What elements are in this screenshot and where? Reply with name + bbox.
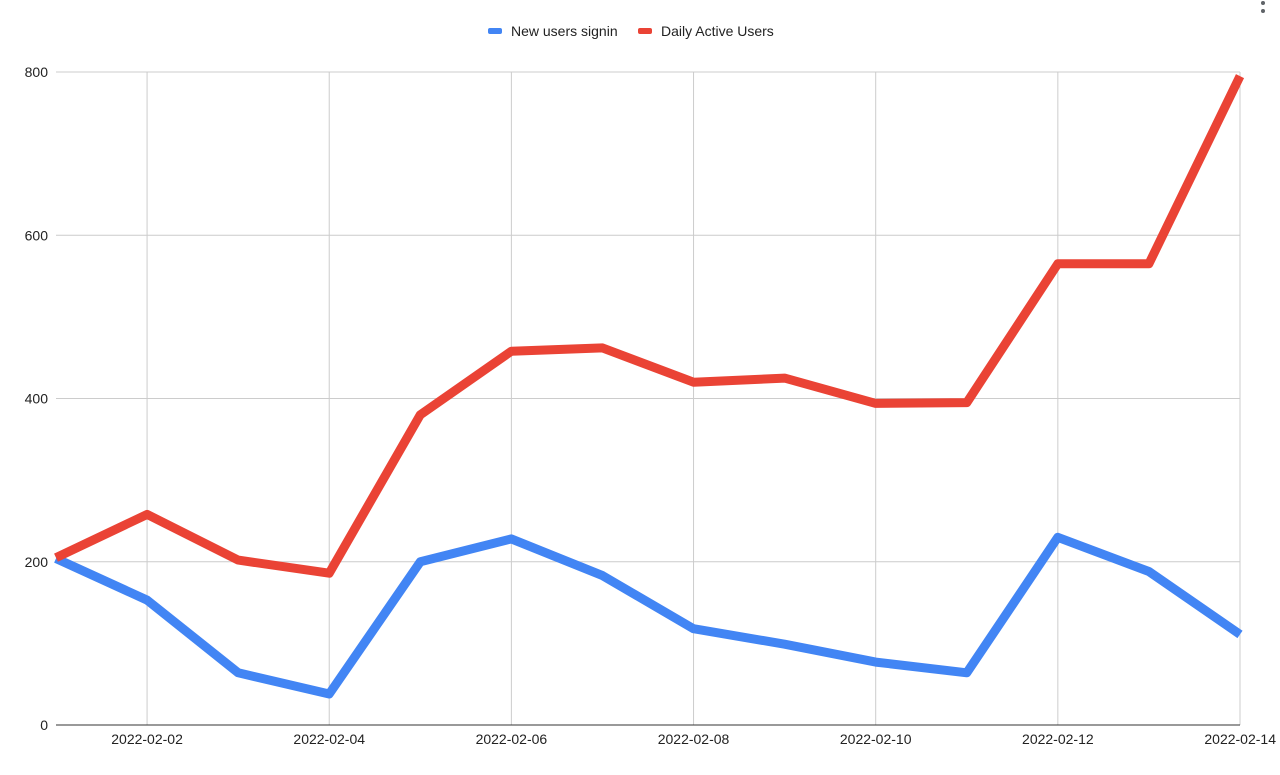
y-tick-label: 200 <box>25 554 49 570</box>
data-point[interactable] <box>871 399 880 408</box>
series-line-daily-active-users[interactable] <box>54 74 1245 578</box>
data-point[interactable] <box>507 347 516 356</box>
data-point[interactable] <box>52 553 61 562</box>
data-point[interactable] <box>962 668 971 677</box>
data-point[interactable] <box>689 378 698 387</box>
data-point[interactable] <box>325 569 334 578</box>
data-point[interactable] <box>780 374 789 383</box>
x-tick-label: 2022-02-08 <box>658 731 730 747</box>
data-point[interactable] <box>1144 259 1153 268</box>
data-point[interactable] <box>598 343 607 352</box>
data-point[interactable] <box>1053 533 1062 542</box>
axis-layer: 0 200 400 600 800 2022-02-02 2022-02-04 2022-02… <box>25 64 1277 747</box>
data-point[interactable] <box>962 398 971 407</box>
legend-swatch <box>488 28 502 34</box>
legend-item[interactable]: Daily Active Users <box>638 23 774 39</box>
data-point[interactable] <box>143 510 152 519</box>
legend-swatch <box>638 28 652 34</box>
y-tick-label: 600 <box>25 227 49 243</box>
legend-label: New users signin <box>511 23 618 39</box>
data-point[interactable] <box>234 556 243 565</box>
data-point[interactable] <box>1236 630 1245 639</box>
legend-label: Daily Active Users <box>661 23 774 39</box>
y-tick-label: 0 <box>40 717 48 733</box>
chart-menu-icon[interactable] <box>1261 1 1265 13</box>
x-tick-label: 2022-02-06 <box>476 731 548 747</box>
data-point[interactable] <box>780 640 789 649</box>
legend-item[interactable]: New users signin <box>488 23 618 39</box>
data-point[interactable] <box>598 571 607 580</box>
series-line-new-users-signin[interactable] <box>54 532 1243 699</box>
series-layer <box>52 72 1245 699</box>
data-point[interactable] <box>416 410 425 419</box>
x-tick-label: 2022-02-10 <box>840 731 912 747</box>
data-point[interactable] <box>689 624 698 633</box>
data-point[interactable] <box>507 534 516 543</box>
data-point[interactable] <box>1053 259 1062 268</box>
data-point[interactable] <box>325 689 334 698</box>
data-point[interactable] <box>1236 72 1245 81</box>
y-tick-label: 400 <box>25 391 49 407</box>
x-tick-label: 2022-02-04 <box>293 731 365 747</box>
x-tick-label: 2022-02-02 <box>111 731 183 747</box>
grid-layer <box>56 71 1241 725</box>
data-point[interactable] <box>871 658 880 667</box>
x-tick-label: 2022-02-12 <box>1022 731 1094 747</box>
data-point[interactable] <box>234 668 243 677</box>
legend[interactable]: New users signin Daily Active Users <box>488 23 774 39</box>
y-tick-label: 800 <box>25 64 49 80</box>
data-point[interactable] <box>1144 567 1153 576</box>
data-point[interactable] <box>143 596 152 605</box>
x-tick-label: 2022-02-14 <box>1204 731 1276 747</box>
data-point[interactable] <box>416 557 425 566</box>
